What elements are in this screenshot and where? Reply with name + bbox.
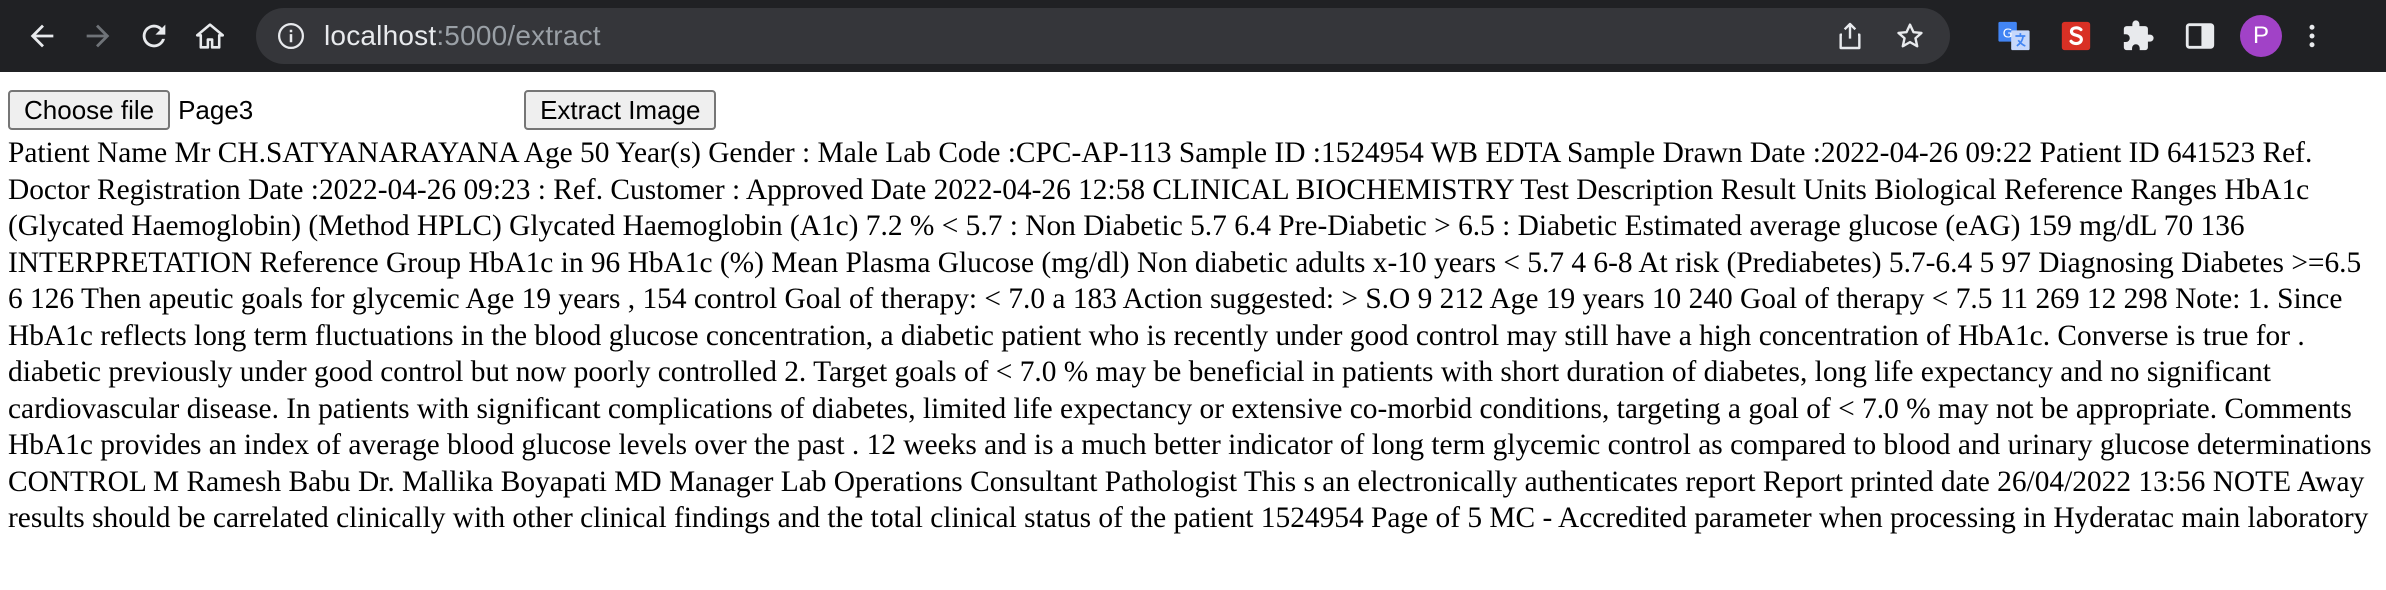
svg-text:G: G bbox=[2003, 26, 2013, 41]
page-content: Choose file Page3 Extract Image Patient … bbox=[0, 72, 2386, 537]
home-icon bbox=[195, 23, 225, 49]
address-bar[interactable]: localhost:5000/extract bbox=[256, 8, 1950, 64]
browser-toolbar: localhost:5000/extract G P bbox=[0, 0, 2386, 72]
url-host: localhost bbox=[324, 20, 437, 51]
back-icon bbox=[30, 24, 54, 48]
extensions-button[interactable] bbox=[2112, 10, 2164, 62]
upload-form: Choose file Page3 Extract Image bbox=[8, 89, 2378, 131]
share-button[interactable] bbox=[1830, 16, 1870, 56]
selected-file-name: Page3 bbox=[178, 94, 254, 125]
back-button[interactable] bbox=[16, 10, 68, 62]
puzzle-icon bbox=[2123, 20, 2154, 51]
kebab-icon bbox=[2309, 24, 2315, 48]
star-icon bbox=[1897, 23, 1923, 48]
side-panel-button[interactable] bbox=[2174, 10, 2226, 62]
reload-button[interactable] bbox=[128, 10, 180, 62]
sidebar-icon bbox=[2185, 23, 2215, 49]
forward-button[interactable] bbox=[72, 10, 124, 62]
home-button[interactable] bbox=[184, 10, 236, 62]
reload-icon bbox=[142, 24, 166, 48]
choose-file-button[interactable]: Choose file bbox=[8, 90, 171, 130]
s-extension-icon bbox=[2061, 21, 2091, 51]
bookmark-button[interactable] bbox=[1890, 16, 1930, 56]
s-extension-button[interactable] bbox=[2050, 10, 2102, 62]
translate-extension-button[interactable]: G bbox=[1988, 10, 2040, 62]
forward-icon bbox=[86, 24, 110, 48]
share-icon bbox=[1839, 22, 1861, 50]
info-icon[interactable] bbox=[276, 21, 306, 51]
translate-extension-icon: G bbox=[1998, 21, 2030, 51]
url-text[interactable]: localhost:5000/extract bbox=[324, 20, 601, 52]
profile-avatar[interactable]: P bbox=[2240, 15, 2282, 57]
url-path: :5000/extract bbox=[436, 20, 601, 51]
extracted-text: Patient Name Mr CH.SATYANARAYANA Age 50 … bbox=[8, 137, 2372, 534]
extract-image-button[interactable]: Extract Image bbox=[524, 90, 717, 130]
browser-menu-button[interactable] bbox=[2292, 10, 2332, 62]
